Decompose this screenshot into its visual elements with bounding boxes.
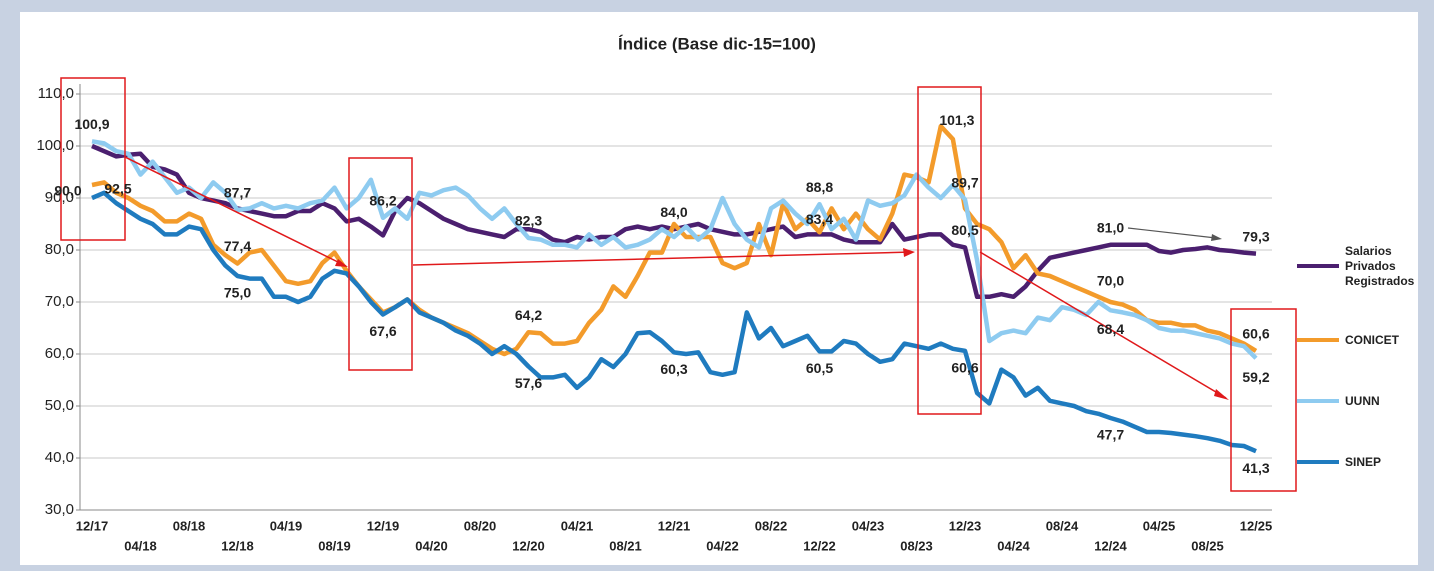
x-tick-label: 12/24: [1094, 538, 1127, 553]
x-tick-label: 04/21: [561, 518, 594, 533]
data-label: 60,5: [806, 360, 833, 376]
series-line: [91, 123, 1258, 357]
data-label: 60,6: [1242, 326, 1269, 342]
data-label: 77,4: [224, 238, 251, 254]
x-tick-label: 04/22: [706, 538, 739, 553]
legend-item: Salarios Privados Registrados: [1297, 244, 1433, 288]
series-line: [91, 139, 1258, 360]
annotation-arrow: [1127, 227, 1217, 239]
data-label: 79,3: [1242, 228, 1269, 244]
data-label: 89,7: [951, 174, 978, 190]
x-tick-label: 04/20: [415, 538, 448, 553]
x-tick-label: 12/20: [512, 538, 545, 553]
chart-background: [20, 12, 1418, 565]
x-tick-label: 12/19: [367, 518, 400, 533]
y-tick-label: 110,0: [38, 85, 74, 102]
y-tick-label: 100,0: [36, 137, 74, 154]
highlight-box: [917, 86, 982, 415]
data-label: 75,0: [224, 285, 251, 301]
y-tick-label: 40,0: [45, 449, 74, 466]
x-tick-label: 08/22: [755, 518, 788, 533]
x-tick-label: 04/25: [1143, 518, 1176, 533]
x-tick-label: 04/24: [997, 538, 1030, 553]
legend-label: Salarios Privados Registrados: [1345, 243, 1415, 288]
legend-item: CONICET: [1297, 318, 1433, 362]
y-tick-label: 60,0: [45, 345, 74, 362]
data-label: 88,8: [806, 179, 833, 195]
x-tick-label: 04/18: [124, 538, 157, 553]
chart-title: Índice (Base dic-15=100): [618, 34, 816, 53]
data-label: 83,4: [806, 211, 833, 227]
legend-swatch: [1297, 264, 1339, 268]
series-line: [91, 190, 1257, 454]
highlight-box: [60, 77, 126, 241]
legend-item: UUNN: [1297, 379, 1433, 423]
x-tick-label: 04/23: [852, 518, 885, 533]
data-label: 60,3: [660, 361, 687, 377]
x-tick-label: 12/23: [949, 518, 982, 533]
data-label: 59,2: [1242, 369, 1269, 385]
y-tick-label: 50,0: [45, 397, 74, 414]
legend-label: SINEP: [1345, 454, 1382, 469]
data-label: 80,5: [951, 222, 978, 238]
highlight-box: [1230, 308, 1297, 492]
legend-swatch: [1297, 460, 1339, 464]
y-tick-label: 90,0: [45, 189, 74, 206]
trend-arrow: [124, 156, 347, 267]
arrow-head: [1211, 234, 1222, 241]
x-tick-label: 04/19: [270, 518, 303, 533]
x-tick-label: 08/19: [318, 538, 351, 553]
data-label: 57,6: [515, 375, 542, 391]
data-label: 68,4: [1097, 321, 1124, 337]
data-label: 86,2: [369, 192, 396, 208]
x-tick-label: 08/20: [464, 518, 497, 533]
annotations: [60, 77, 1297, 492]
data-label: 84,0: [660, 204, 687, 220]
legend-item: SINEP: [1297, 440, 1433, 484]
data-label: 47,7: [1097, 427, 1124, 443]
data-label: 90,0: [54, 183, 81, 199]
data-label: 81,0: [1097, 220, 1124, 236]
trend-arrow: [979, 251, 1227, 399]
y-tick-label: 70,0: [45, 293, 74, 310]
y-tick-label: 80,0: [45, 241, 74, 258]
legend-label: UUNN: [1345, 393, 1380, 408]
data-label: 92,5: [104, 181, 131, 197]
y-tick-label: 30,0: [45, 501, 74, 518]
legend-label: CONICET: [1345, 332, 1399, 347]
x-tick-label: 08/18: [173, 518, 206, 533]
x-tick-label: 12/22: [803, 538, 836, 553]
x-tick-label: 08/23: [900, 538, 933, 553]
x-tick-label: 08/24: [1046, 518, 1079, 533]
data-label: 60,6: [951, 360, 978, 376]
x-tick-label: 08/25: [1191, 538, 1224, 553]
x-tick-label: 12/25: [1240, 518, 1273, 533]
data-label: 87,7: [224, 185, 251, 201]
data-label: 101,3: [939, 112, 974, 128]
data-label: 64,2: [515, 307, 542, 323]
x-tick-label: 12/17: [76, 518, 109, 533]
highlight-box: [348, 157, 413, 371]
data-label: 41,3: [1242, 460, 1269, 476]
trend-arrow: [412, 251, 913, 266]
data-label: 70,0: [1097, 273, 1124, 289]
x-tick-label: 12/18: [221, 538, 254, 553]
data-label: 82,3: [515, 213, 542, 229]
data-label: 67,6: [369, 323, 396, 339]
x-tick-label: 12/21: [658, 518, 691, 533]
data-label: 100,9: [74, 116, 109, 132]
legend-swatch: [1297, 338, 1339, 342]
legend-swatch: [1297, 399, 1339, 403]
x-tick-label: 08/21: [609, 538, 642, 553]
